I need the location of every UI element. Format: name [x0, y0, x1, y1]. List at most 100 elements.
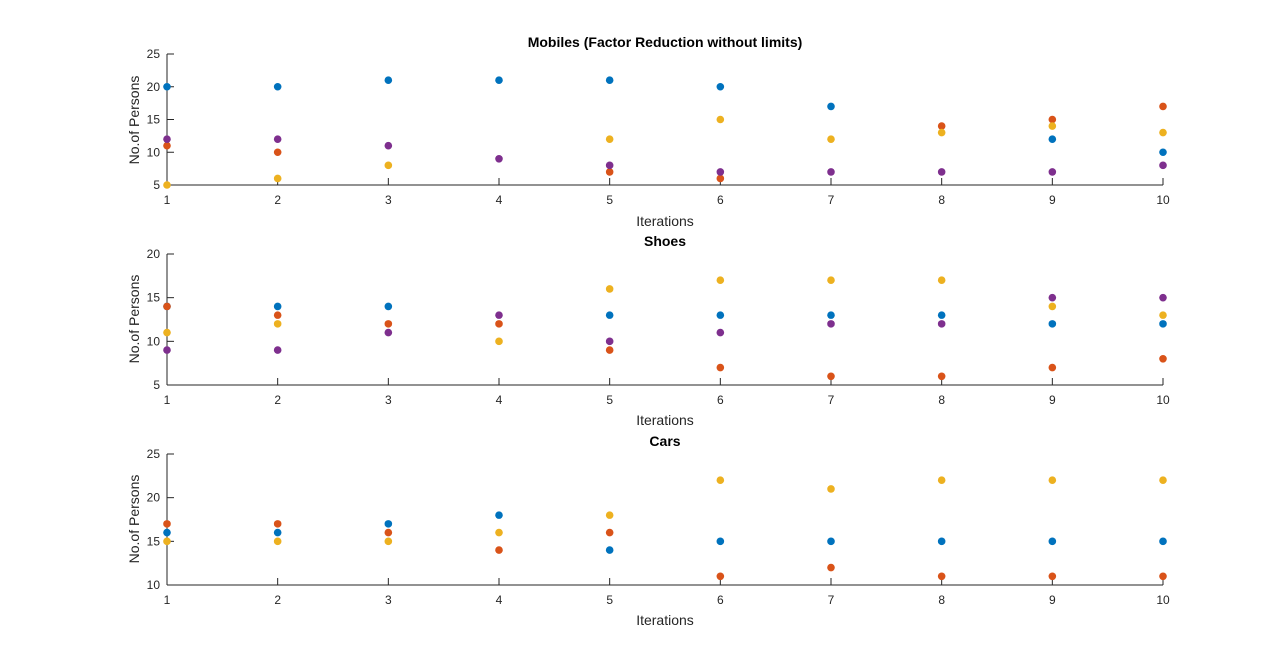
x-tick-label: 6 [717, 393, 724, 407]
data-point [937, 372, 946, 381]
data-point [937, 128, 946, 137]
x-axis-label: Iterations [636, 412, 694, 428]
y-tick-label: 15 [147, 291, 161, 305]
subplot-mobiles: Mobiles (Factor Reduction without limits… [126, 34, 1170, 229]
data-point [605, 337, 614, 346]
series-3 [163, 276, 1167, 346]
y-tick-label: 25 [147, 47, 161, 61]
data-point [163, 520, 171, 528]
data-point [937, 276, 946, 285]
data-point [273, 520, 282, 528]
data-point [1048, 302, 1057, 311]
data-point [384, 537, 393, 546]
x-tick-label: 7 [828, 593, 835, 607]
data-point [827, 276, 835, 285]
data-point [605, 311, 614, 319]
y-tick-label: 5 [153, 178, 160, 192]
data-point [495, 76, 503, 84]
series-2 [163, 302, 1167, 381]
data-point [163, 141, 171, 150]
x-tick-label: 9 [1049, 393, 1056, 407]
y-axis-label: No.of Persons [126, 275, 142, 364]
data-point [716, 328, 725, 337]
plot-area: 1 2 3 4 5 6 7 8 9 10 5 10 15 20 [147, 247, 1170, 407]
data-point [1048, 115, 1057, 124]
data-point [716, 476, 725, 485]
y-axis-label: No.of Persons [126, 475, 142, 564]
x-tick-label: 1 [164, 593, 171, 607]
y-tick-label: 15 [147, 113, 161, 127]
data-point [1159, 311, 1167, 319]
y-tick-label: 20 [147, 80, 161, 94]
data-point [273, 311, 282, 319]
data-point [716, 276, 725, 285]
chart-title: Mobiles (Factor Reduction without limits… [528, 34, 803, 50]
data-point [1159, 355, 1167, 363]
data-point [163, 537, 171, 546]
series-2 [163, 520, 1167, 581]
data-point [937, 311, 946, 319]
data-point [827, 537, 835, 546]
data-point [1159, 161, 1167, 170]
x-tick-label: 1 [164, 393, 171, 407]
data-point [1048, 293, 1057, 302]
data-point [163, 528, 171, 537]
data-point [827, 168, 835, 176]
series-1 [163, 511, 1167, 554]
data-point [1159, 148, 1167, 157]
data-point [273, 346, 282, 354]
series-4 [163, 135, 1167, 176]
data-point [937, 537, 946, 546]
chart-title: Cars [649, 433, 680, 449]
series-1 [163, 76, 1167, 157]
y-tick-label: 10 [147, 334, 161, 348]
x-tick-label: 2 [274, 193, 281, 207]
data-point [937, 122, 946, 130]
data-point [495, 311, 503, 319]
data-point [384, 76, 393, 84]
data-point [495, 337, 503, 346]
data-point [605, 546, 614, 554]
data-point [827, 320, 835, 328]
data-point [716, 363, 725, 372]
y-tick-label: 20 [147, 491, 161, 505]
data-point [273, 302, 282, 311]
data-point [827, 311, 835, 319]
x-tick-label: 4 [496, 393, 503, 407]
data-point [605, 528, 614, 537]
data-point [827, 485, 835, 493]
x-axis-label: Iterations [636, 612, 694, 628]
x-tick-label: 2 [274, 593, 281, 607]
plot-area: 1 2 3 4 5 6 7 8 9 10 10 15 20 25 [147, 447, 1170, 607]
data-point [716, 572, 725, 581]
chart-title: Shoes [644, 233, 686, 249]
x-tick-label: 6 [717, 593, 724, 607]
data-point [163, 328, 171, 337]
data-point [273, 528, 282, 537]
x-tick-label: 10 [1156, 193, 1170, 207]
data-point [273, 174, 282, 183]
data-point [495, 155, 503, 163]
data-point [937, 168, 946, 176]
x-tick-label: 5 [606, 593, 613, 607]
x-tick-label: 8 [938, 393, 945, 407]
data-point [384, 528, 393, 537]
data-point [716, 174, 725, 183]
data-point [495, 546, 503, 554]
data-point [384, 328, 393, 337]
plot-area: 1 2 3 4 5 6 7 8 9 10 5 10 15 20 25 [147, 47, 1170, 207]
data-point [1159, 572, 1167, 581]
data-point [716, 115, 725, 124]
x-tick-label: 3 [385, 593, 392, 607]
series-2 [163, 102, 1167, 183]
data-point [1048, 476, 1057, 485]
data-point [495, 320, 503, 328]
data-point [605, 346, 614, 354]
y-axis-label: No.of Persons [126, 76, 142, 165]
x-tick-label: 5 [606, 393, 613, 407]
data-point [273, 320, 282, 328]
data-point [716, 537, 725, 546]
data-point [1048, 168, 1057, 176]
data-point [273, 82, 282, 91]
